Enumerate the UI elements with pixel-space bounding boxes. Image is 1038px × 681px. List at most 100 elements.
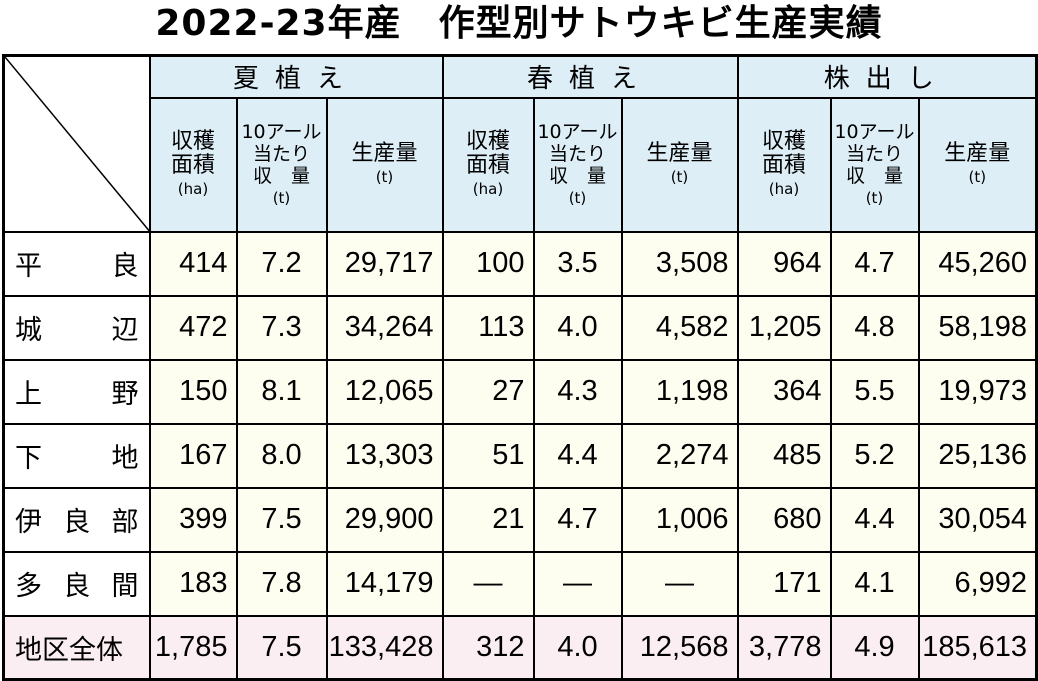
subheader-yield-per-10a: 10アール 当たり 収 量 (t): [532, 96, 623, 233]
region-name-char: 地: [111, 443, 139, 474]
value-cell: 4.8: [829, 294, 920, 361]
region-name-char: 野: [111, 379, 139, 410]
region-name-char: 伊: [15, 507, 42, 538]
region-cell: 平良: [2, 230, 151, 297]
region-name-char: 上: [15, 379, 42, 410]
region-name-char: 辺: [111, 315, 139, 346]
value-cell: 21: [441, 486, 535, 553]
region-name-char: 城: [15, 315, 42, 346]
subheader-yield-per-10a: 10アール 当たり 収 量 (t): [829, 96, 920, 233]
subheader-yield-per-10a: 10アール 当たり 収 量 (t): [235, 96, 328, 233]
value-cell: 312: [441, 614, 535, 681]
region-name-char: 良: [63, 507, 91, 538]
value-cell: 964: [736, 230, 832, 297]
value-cell: 4,582: [620, 294, 739, 361]
diagonal-line: [5, 57, 148, 230]
value-cell: 30,054: [917, 486, 1038, 553]
value-cell: 25,136: [917, 422, 1038, 489]
value-cell: 4.9: [829, 614, 920, 681]
value-cell: 8.0: [235, 422, 328, 489]
region-cell: 城辺: [2, 294, 151, 361]
value-cell: 7.3: [235, 294, 328, 361]
value-cell: 12,065: [325, 358, 444, 425]
page-title: 2022-23年産 作型別サトウキビ生産実績: [155, 3, 883, 44]
value-cell: 13,303: [325, 422, 444, 489]
region-name-char: 下: [15, 443, 42, 474]
value-cell: 19,973: [917, 358, 1038, 425]
value-cell: 2,274: [620, 422, 739, 489]
value-cell: 45,260: [917, 230, 1038, 297]
value-cell: 27: [441, 358, 535, 425]
table-row: 平良 414 7.2 29,717 100 3.5 3,508 964 4.7 45,260: [2, 230, 1038, 297]
value-cell: 185,613: [917, 614, 1038, 681]
sub-header-row: 収穫 面積 (ha) 10アール 当たり 収 量 (t) 生産量 (t) 収穫 面積(…: [4, 96, 1038, 233]
region-name: 地区全体: [15, 634, 123, 666]
value-cell: 1,785: [148, 614, 238, 681]
value-cell: —: [532, 550, 623, 617]
subheader-area: 収穫 面積 (ha): [736, 96, 832, 233]
value-cell: 4.4: [532, 422, 623, 489]
region-cell: 上野: [2, 358, 151, 425]
value-cell: 5.2: [829, 422, 920, 489]
value-cell: 7.8: [235, 550, 328, 617]
value-cell: 6,992: [917, 550, 1038, 617]
subheader-area: 収穫 面積 (ha): [148, 96, 238, 233]
production-table: 夏植え 春植え 株出し 収穫 面積 (ha) 10アール 当たり 収 量 (t) 生…: [2, 54, 1038, 681]
value-cell: 1,006: [620, 486, 739, 553]
value-cell: 364: [736, 358, 832, 425]
subheader-production: 生産量 (t): [620, 96, 739, 233]
value-cell: —: [620, 550, 739, 617]
value-cell: 414: [148, 230, 238, 297]
value-cell: 4.1: [829, 550, 920, 617]
value-cell: —: [441, 550, 535, 617]
value-cell: 5.5: [829, 358, 920, 425]
region-name-char: 部: [111, 507, 139, 538]
value-cell: 12,568: [620, 614, 739, 681]
value-cell: 4.4: [829, 486, 920, 553]
group-header-row: 夏植え 春植え 株出し: [2, 54, 1038, 233]
region-name-char: 平: [15, 251, 42, 282]
table-row: 上野 150 8.1 12,065 27 4.3 1,198 364 5.5 19,973: [2, 358, 1038, 425]
value-cell: 167: [148, 422, 238, 489]
region-name-char: 良: [63, 571, 91, 602]
value-cell: 399: [148, 486, 238, 553]
corner-cell: [2, 54, 151, 233]
table-row: 城辺 472 7.3 34,264 113 4.0 4,582 1,205 4.8 58,198: [2, 294, 1038, 361]
value-cell: 3,508: [620, 230, 739, 297]
table-row: 伊良部 399 7.5 29,900 21 4.7 1,006 680 4.4 30,054: [2, 486, 1038, 553]
value-cell: 34,264: [325, 294, 444, 361]
value-cell: 3.5: [532, 230, 623, 297]
group-spring-planting: 春植え: [441, 54, 739, 99]
subheader-production: 生産量 (t): [917, 96, 1038, 233]
value-cell: 29,900: [325, 486, 444, 553]
value-cell: 4.7: [829, 230, 920, 297]
region-cell: 地区全体: [2, 614, 151, 681]
region-cell: 多良間: [2, 550, 151, 617]
value-cell: 171: [736, 550, 832, 617]
subheader-area: 収穫 面積 (ha): [441, 96, 535, 233]
value-cell: 51: [441, 422, 535, 489]
value-cell: 4.3: [532, 358, 623, 425]
value-cell: 4.0: [532, 294, 623, 361]
value-cell: 58,198: [917, 294, 1038, 361]
value-cell: 8.1: [235, 358, 328, 425]
value-cell: 680: [736, 486, 832, 553]
value-cell: 150: [148, 358, 238, 425]
value-cell: 7.5: [235, 614, 328, 681]
region-name-char: 多: [15, 571, 42, 602]
value-cell: 4.0: [532, 614, 623, 681]
region-name-char: 間: [111, 571, 139, 602]
region-cell: 下地: [2, 422, 151, 489]
value-cell: 4.7: [532, 486, 623, 553]
value-cell: 1,205: [736, 294, 832, 361]
group-ratoon: 株出し: [736, 54, 1038, 99]
value-cell: 7.2: [235, 230, 328, 297]
value-cell: 183: [148, 550, 238, 617]
region-name-char: 良: [111, 251, 139, 282]
group-summer-planting: 夏植え: [148, 54, 444, 99]
value-cell: 133,428: [325, 614, 444, 681]
value-cell: 1,198: [620, 358, 739, 425]
value-cell: 472: [148, 294, 238, 361]
value-cell: 3,778: [736, 614, 832, 681]
value-cell: 100: [441, 230, 535, 297]
